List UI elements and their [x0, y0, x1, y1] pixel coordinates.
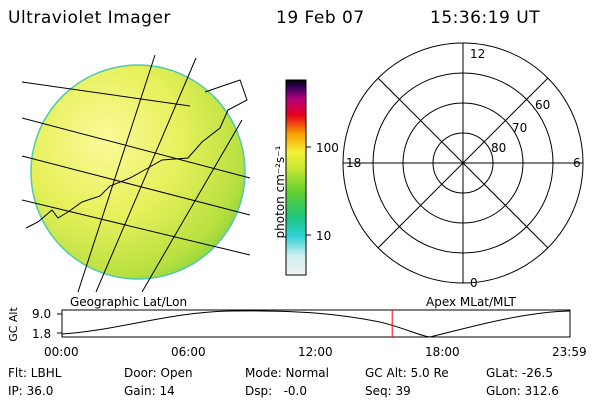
- date-label: 19 Feb 07: [276, 8, 365, 28]
- timeline-xtick-1: 06:00: [171, 345, 206, 359]
- timeline-xtick-3: 18:00: [425, 345, 460, 359]
- status-gain: Gain: 14: [124, 384, 175, 398]
- geographic-label: Geographic Lat/Lon: [70, 295, 188, 309]
- coastline: [25, 79, 248, 229]
- status-glat: GLat: -26.5: [486, 366, 553, 380]
- status-door: Door: Open: [124, 366, 193, 380]
- timeline-xtick-4: 23:59: [552, 345, 587, 359]
- timeline-xtick-0: 00:00: [44, 345, 79, 359]
- status-filter: Flt: LBHL: [8, 366, 62, 380]
- altitude-curve: [61, 310, 571, 338]
- lat-label-60: 60: [535, 98, 551, 112]
- polar-plot: [342, 42, 584, 284]
- mlt-label-18: 18: [346, 156, 362, 170]
- altitude-timeline: [57, 309, 571, 338]
- lat-lon-grid: [22, 54, 251, 292]
- colorbar-tick-100: 100: [316, 141, 339, 155]
- app-title: Ultraviolet Imager: [8, 8, 171, 28]
- status-glon: GLon: 312.6: [486, 384, 559, 398]
- status-dsp: Dsp: -0.0: [245, 384, 308, 398]
- earth-disk: [30, 64, 246, 280]
- time-label: 15:36:19 UT: [430, 8, 541, 28]
- status-mode: Mode: Normal: [245, 366, 329, 380]
- mlt-label-0: 0: [470, 276, 478, 290]
- timeline-xtick-2: 12:00: [298, 345, 333, 359]
- apex-label: Apex MLat/MLT: [426, 295, 516, 309]
- status-seq: Seq: 39: [365, 384, 411, 398]
- timeline-ylabel: GC Alt: [6, 307, 20, 342]
- lat-label-80: 80: [491, 141, 507, 155]
- lat-label-70: 70: [512, 121, 528, 135]
- status-ip: IP: 36.0: [8, 384, 54, 398]
- colorbar-tick-10: 10: [316, 229, 332, 243]
- colorbar: [285, 79, 311, 276]
- status-gc-alt: GC Alt: 5.0 Re: [365, 366, 449, 380]
- colorbar-label: photon cm⁻²s⁻¹: [273, 145, 287, 239]
- timeline-ytick-bottom: 1.8: [32, 327, 52, 341]
- mlt-label-6: 6: [573, 156, 581, 170]
- timeline-ytick-top: 9.0: [32, 307, 52, 321]
- uv-image-panel: [22, 54, 251, 292]
- mlt-label-12: 12: [470, 47, 486, 61]
